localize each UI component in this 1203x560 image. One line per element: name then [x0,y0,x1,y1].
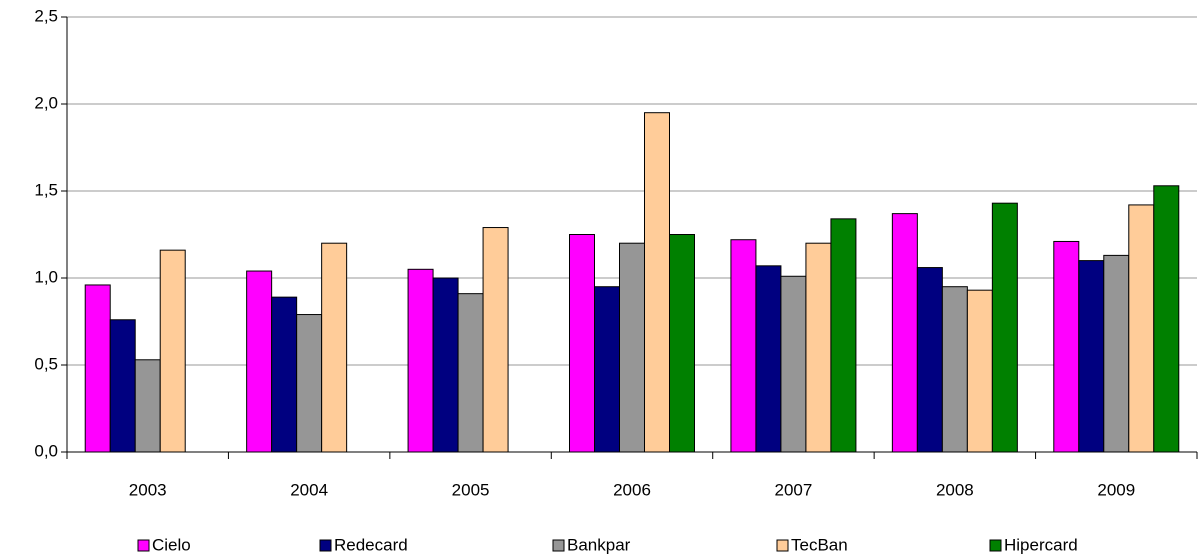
bar [730,239,757,453]
bar [991,202,1018,453]
bar [1078,260,1105,453]
bar [805,242,832,453]
bar [1103,254,1130,453]
x-tick-label: 2004 [290,480,328,499]
bar [780,275,807,453]
y-tick-label: 1,0 [34,267,58,286]
x-tick-label: 2005 [452,480,490,499]
bar [109,319,136,453]
bar [941,286,968,453]
legend-swatch [552,539,565,552]
bar [569,234,595,453]
bar [432,277,459,453]
bar [755,265,782,453]
bar [1053,240,1080,453]
x-tick-label: 2007 [775,480,813,499]
legend-swatch [137,539,150,552]
bar [482,227,509,453]
bar [159,249,186,453]
bar [891,213,918,453]
bar [916,267,943,453]
bar [1128,204,1155,453]
bar [457,293,484,453]
y-tick-label: 0,0 [34,441,58,460]
bar [134,359,161,453]
bar [619,242,645,453]
bar [594,286,620,453]
bar [246,270,273,453]
legend-label: Bankpar [567,535,631,554]
y-tick-label: 2,0 [34,93,58,112]
bar [830,218,857,453]
x-tick-label: 2009 [1097,480,1135,499]
x-tick-label: 2006 [613,480,651,499]
y-tick-label: 1,5 [34,180,58,199]
bar [669,234,695,453]
x-tick-label: 2003 [129,480,167,499]
bar [644,112,670,453]
legend-swatch [989,539,1002,552]
legend-label: Hipercard [1004,535,1078,554]
y-tick-label: 2,5 [34,6,58,25]
bar [407,268,434,453]
bar [296,314,323,453]
y-tick-label: 0,5 [34,354,58,373]
bar [966,289,993,453]
bar [1153,185,1180,453]
legend-swatch [319,539,332,552]
bar [271,296,298,453]
x-tick-label: 2008 [936,480,974,499]
bar [321,242,348,453]
legend-label: TecBan [791,535,848,554]
legend-label: Redecard [334,535,408,554]
legend-label: Cielo [152,535,191,554]
bar [84,284,111,453]
legend-swatch [776,539,789,552]
